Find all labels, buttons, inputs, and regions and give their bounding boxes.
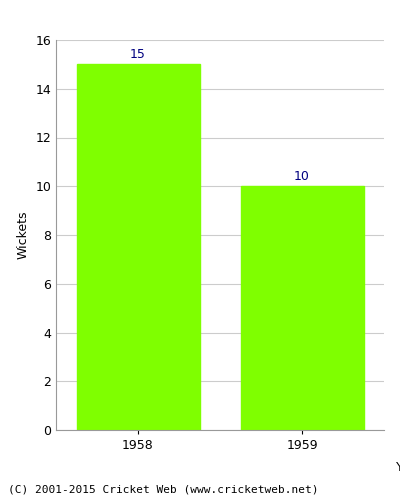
Text: 10: 10 (294, 170, 310, 182)
Text: 15: 15 (130, 48, 146, 60)
Bar (240, 186, 364, 430)
Text: Year: Year (396, 460, 400, 473)
Y-axis label: Wickets: Wickets (17, 211, 30, 259)
Bar (76, 64, 200, 430)
Text: (C) 2001-2015 Cricket Web (www.cricketweb.net): (C) 2001-2015 Cricket Web (www.cricketwe… (8, 485, 318, 495)
